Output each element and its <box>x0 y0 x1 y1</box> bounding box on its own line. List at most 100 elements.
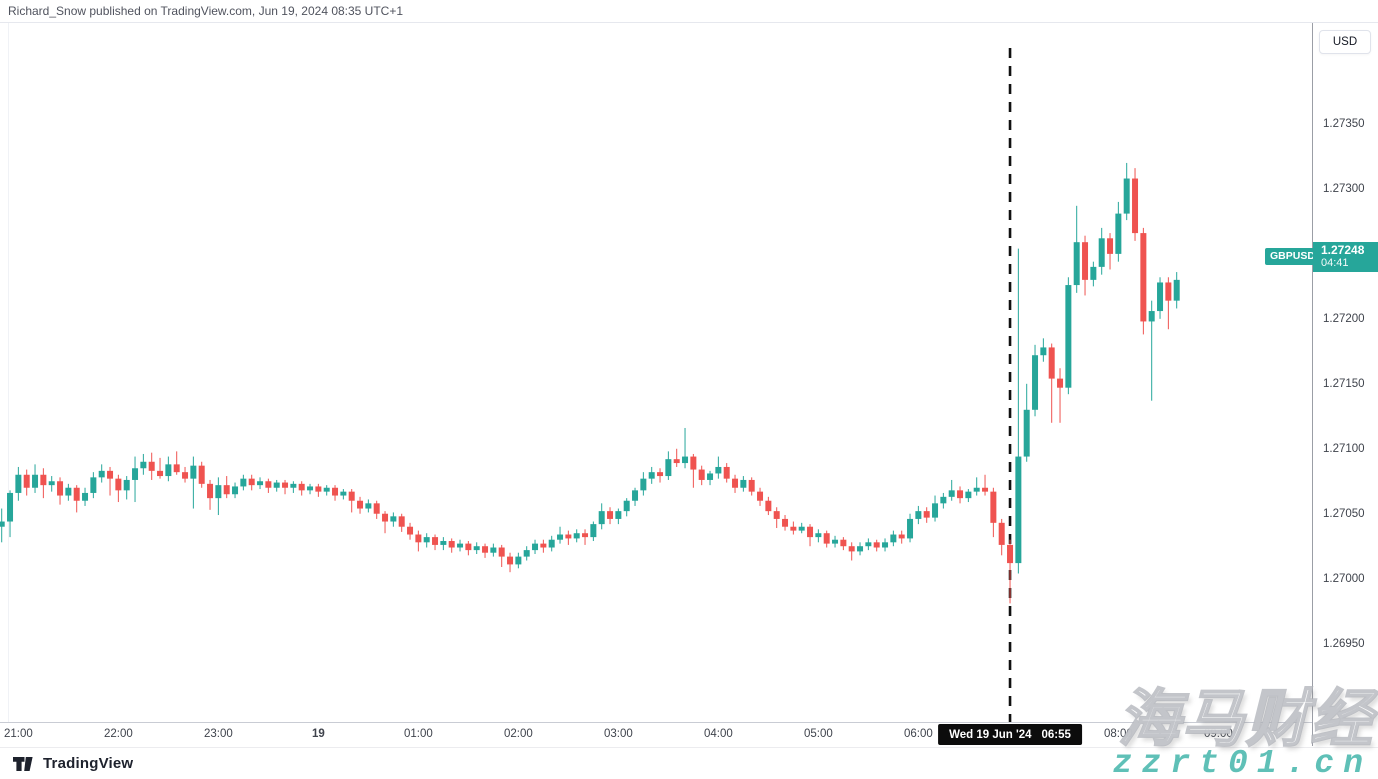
candle-body <box>848 546 855 552</box>
candle-body <box>1090 266 1097 280</box>
candle-body <box>548 539 555 548</box>
candle-body <box>148 461 155 471</box>
price-tick-label: 1.27000 <box>1323 573 1365 586</box>
candle-body <box>673 459 680 464</box>
candle-body <box>398 516 405 527</box>
candle-body <box>173 464 180 473</box>
candle-body <box>532 543 539 551</box>
candle-body <box>457 543 464 548</box>
candle-body <box>282 482 289 488</box>
candle-body <box>1107 238 1114 254</box>
time-tick-label: 04:00 <box>703 728 733 740</box>
candle-body <box>523 550 530 557</box>
candle-body <box>898 534 905 539</box>
candle-body <box>1098 238 1105 267</box>
candle-body <box>1165 282 1172 301</box>
time-tick-label: 01:00 <box>403 728 433 740</box>
price-axis[interactable]: USD 1.273501.273001.272501.272001.271501… <box>1312 23 1378 746</box>
candle-body <box>923 511 930 518</box>
price-tick-label: 1.26950 <box>1323 638 1365 651</box>
candlestick-chart[interactable] <box>0 23 1312 745</box>
tradingview-logo-icon <box>13 756 33 771</box>
pane-left-border <box>8 23 9 722</box>
time-axis[interactable]: Wed 19 Jun '24 06:55 21:00 22:00 23:00 19 01… <box>0 722 1312 747</box>
candle-body <box>1048 347 1055 379</box>
time-tick-label: 19 <box>311 728 325 740</box>
candle-body <box>690 456 697 470</box>
candle-body <box>957 490 964 499</box>
candle-body <box>423 537 430 543</box>
candle-body <box>940 496 947 504</box>
candle-body <box>1157 282 1164 312</box>
candle-body <box>573 533 580 539</box>
candle-body <box>407 526 414 535</box>
candle-body <box>65 487 72 496</box>
candle-body <box>348 491 355 501</box>
currency-toggle-button[interactable]: USD <box>1319 30 1371 54</box>
candle-body <box>1023 409 1030 457</box>
time-tick-label: 23:00 <box>203 728 233 740</box>
candle-body <box>1115 213 1122 254</box>
candle-body <box>23 474 30 488</box>
time-tick-label: 02:00 <box>503 728 533 740</box>
tradingview-logo-link[interactable]: TradingView <box>13 755 133 772</box>
candle-body <box>332 487 339 496</box>
candle-body <box>598 511 605 525</box>
candle-body <box>632 490 639 501</box>
candle-body <box>98 470 105 478</box>
candle-body <box>873 542 880 548</box>
chart-pane[interactable] <box>0 23 1312 745</box>
price-tick-label: 1.27050 <box>1323 508 1365 521</box>
time-tick-label: 21:00 <box>3 728 33 740</box>
candle-body <box>790 526 797 531</box>
candle-body <box>1007 544 1014 564</box>
time-tick-label: 08:00 <box>1103 728 1133 740</box>
candle-body <box>973 487 980 492</box>
candle-body <box>123 479 130 491</box>
candle-body <box>307 486 314 491</box>
time-tick-label: 09:00 <box>1203 728 1233 740</box>
candle-body <box>473 546 480 551</box>
candle-body <box>365 503 372 509</box>
candle-body <box>748 479 755 492</box>
candle-body <box>890 534 897 543</box>
candle-body <box>1065 285 1072 388</box>
candle-body <box>782 518 789 527</box>
candle-body <box>1057 378 1064 388</box>
candle-body <box>382 513 389 522</box>
candle-body <box>390 516 397 522</box>
candle-body <box>1132 178 1139 234</box>
candle-body <box>515 556 522 565</box>
candle-body <box>57 481 64 496</box>
candle-body <box>7 492 14 522</box>
candle-body <box>707 473 714 480</box>
price-tick-label: 1.27150 <box>1323 378 1365 391</box>
candle-body <box>682 456 689 464</box>
time-tick-label: 22:00 <box>103 728 133 740</box>
publish-attribution: Richard_Snow published on TradingView.co… <box>8 4 404 18</box>
candle-body <box>1073 242 1080 286</box>
candle-body <box>257 481 264 486</box>
candle-body <box>223 485 230 495</box>
candle-body <box>0 521 5 527</box>
candle-body <box>915 511 922 519</box>
candle-body <box>207 483 214 499</box>
candle-body <box>590 524 597 538</box>
candle-body <box>1140 233 1147 322</box>
candle-body <box>732 478 739 488</box>
bar-countdown: 04:41 <box>1321 257 1349 270</box>
time-tick-label: 05:00 <box>803 728 833 740</box>
candle-body <box>757 491 764 501</box>
candle-body <box>557 534 564 540</box>
price-tick-label: 1.27100 <box>1323 443 1365 456</box>
candle-body <box>832 539 839 544</box>
candle-body <box>90 477 97 493</box>
candle-body <box>165 464 172 477</box>
candle-body <box>290 483 297 488</box>
price-tick-label: 1.27300 <box>1323 183 1365 196</box>
candle-body <box>607 511 614 519</box>
candle-body <box>157 470 164 477</box>
candle-body <box>1032 355 1039 410</box>
candle-body <box>715 466 722 474</box>
